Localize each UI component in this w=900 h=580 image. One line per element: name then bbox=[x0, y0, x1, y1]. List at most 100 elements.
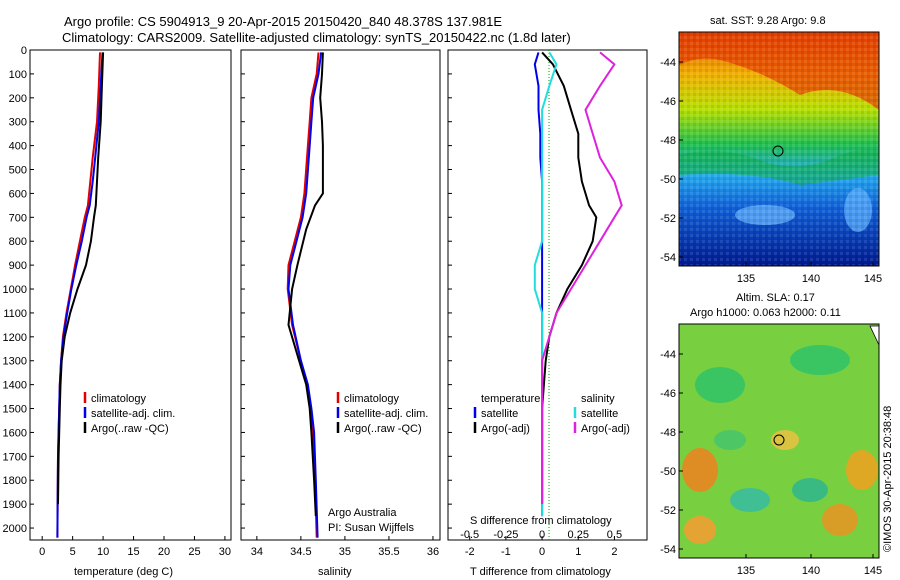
x-tick-label: 0 bbox=[539, 546, 545, 558]
map-lon-tick: 145 bbox=[864, 565, 882, 577]
x-tick-label: 35 bbox=[339, 546, 351, 558]
x-tick-label: 36 bbox=[427, 546, 439, 558]
series-line-argo-raw-qc- bbox=[287, 52, 324, 517]
sst-map-axes: 135 140 145 -44 -46 -48 -50 -52 -54 bbox=[660, 57, 882, 285]
depth-tick-label: 1100 bbox=[3, 308, 27, 320]
tdiff-axis-label: T difference from climatology bbox=[470, 566, 611, 578]
sla-map-axes: 135 140 145 -44 -46 -48 -50 -52 -54 bbox=[660, 349, 882, 577]
header-line1: Argo profile: CS 5904913_9 20-Apr-2015 2… bbox=[64, 14, 503, 29]
map-lat-tick: -50 bbox=[660, 174, 676, 186]
map-lon-tick: 135 bbox=[737, 565, 755, 577]
series-line-argo-raw-qc- bbox=[57, 52, 105, 505]
sst-map-title: sat. SST: 9.28 Argo: 9.8 bbox=[710, 15, 826, 27]
series-line-argo-adj- bbox=[541, 51, 623, 505]
depth-tick-label: 1800 bbox=[3, 475, 27, 487]
depth-tick-label: 300 bbox=[9, 117, 27, 129]
x-tick-label: 1 bbox=[575, 546, 581, 558]
x-tick-label: 20 bbox=[158, 546, 170, 558]
x-tick-label: 25 bbox=[188, 546, 200, 558]
top-tick-label: 0.5 bbox=[607, 529, 622, 541]
map-lon-tick: 140 bbox=[802, 565, 820, 577]
x-tick-label: 35.5 bbox=[378, 546, 399, 558]
depth-tick-label: 1400 bbox=[3, 380, 27, 392]
top-tick-label: 0 bbox=[539, 529, 545, 541]
top-tick-label: -0.25 bbox=[493, 529, 518, 541]
sal-legend-argo: Argo(..raw -QC) bbox=[344, 423, 422, 435]
depth-tick-label: 1600 bbox=[3, 427, 27, 439]
depth-tick-label: 500 bbox=[9, 165, 27, 177]
depth-tick-label: 1500 bbox=[3, 404, 27, 416]
credit: ©IMOS 30-Apr-2015 20:38:48 bbox=[882, 406, 894, 552]
depth-tick-label: 700 bbox=[9, 212, 27, 224]
diff-legend: temperature satellite Argo(-adj) salinit… bbox=[473, 393, 630, 435]
salinity-plot: 34 34.5 35 35.5 36 bbox=[251, 52, 439, 558]
annotation-line2: PI: Susan Wijffels bbox=[328, 522, 414, 534]
diff-legend-temp-sat: satellite bbox=[481, 408, 518, 420]
annotation-line1: Argo Australia bbox=[328, 507, 397, 519]
sla-marker bbox=[773, 434, 785, 446]
depth-tick-label: 400 bbox=[9, 141, 27, 153]
depth-tick-label: 1300 bbox=[3, 356, 27, 368]
depth-tick-label: 1200 bbox=[3, 332, 27, 344]
temp-legend-sat: satellite-adj. clim. bbox=[91, 408, 175, 420]
sal-axis-label: salinity bbox=[318, 566, 352, 578]
map-lat-tick: -52 bbox=[660, 213, 676, 225]
series-line-satellite-adj-clim- bbox=[287, 52, 323, 538]
series-line-satellite bbox=[533, 52, 544, 517]
temperature-plot: 0 5 10 15 20 25 30 bbox=[39, 52, 231, 558]
sla-map bbox=[678, 323, 880, 559]
x-tick-label: 2 bbox=[611, 546, 617, 558]
panel-salinity-frame bbox=[240, 49, 441, 541]
map-lat-tick: -52 bbox=[660, 505, 676, 517]
panel-difference-frame bbox=[447, 49, 648, 541]
temp-legend-clim: climatology bbox=[91, 393, 147, 405]
sal-legend: climatology satellite-adj. clim. Argo(..… bbox=[336, 392, 428, 435]
depth-axis: 0 100 200 300 400 500 600 700 800 900 1000 1100 1200… bbox=[3, 45, 452, 535]
diff-legend-temp-argo: Argo(-adj) bbox=[481, 423, 530, 435]
map-lat-tick: -48 bbox=[660, 427, 676, 439]
top-tick-label: 0.25 bbox=[568, 529, 589, 541]
diff-legend-sal-sat: satellite bbox=[581, 408, 618, 420]
depth-tick-label: 0 bbox=[21, 45, 27, 57]
diff-legend-sal-argo: Argo(-adj) bbox=[581, 423, 630, 435]
header-line2: Climatology: CARS2009. Satellite-adjuste… bbox=[62, 30, 571, 45]
depth-tick-label: 200 bbox=[9, 93, 27, 105]
x-tick-label: 34 bbox=[251, 546, 263, 558]
sla-map-title: Altim. SLA: 0.17 bbox=[736, 292, 815, 304]
diff-legend-sal-title: salinity bbox=[581, 393, 615, 405]
map-lat-tick: -44 bbox=[660, 57, 676, 69]
depth-tick-label: 2000 bbox=[3, 523, 27, 535]
depth-tick-label: 900 bbox=[9, 260, 27, 272]
temp-legend-argo: Argo(..raw -QC) bbox=[91, 423, 169, 435]
map-lat-tick: -50 bbox=[660, 466, 676, 478]
temp-legend: climatology satellite-adj. clim. Argo(..… bbox=[83, 392, 175, 435]
sst-marker bbox=[772, 145, 784, 157]
x-tick-label: 34.5 bbox=[290, 546, 311, 558]
diff-legend-temp-title: temperature bbox=[481, 393, 540, 405]
map-lon-tick: 145 bbox=[864, 273, 882, 285]
map-lat-tick: -44 bbox=[660, 349, 676, 361]
temp-axis-label: temperature (deg C) bbox=[74, 566, 173, 578]
series-line-argo-adj- bbox=[541, 51, 598, 505]
sst-map bbox=[678, 31, 880, 267]
depth-tick-label: 1900 bbox=[3, 499, 27, 511]
depth-tick-label: 800 bbox=[9, 236, 27, 248]
sla-map-subtitle: Argo h1000: 0.063 h2000: 0.11 bbox=[690, 307, 841, 319]
depth-tick-label: 1000 bbox=[3, 284, 27, 296]
x-tick-label: 10 bbox=[97, 546, 109, 558]
depth-tick-label: 1700 bbox=[3, 451, 27, 463]
sal-legend-clim: climatology bbox=[344, 393, 400, 405]
depth-tick-label: 600 bbox=[9, 188, 27, 200]
panel-temperature-frame bbox=[29, 49, 232, 541]
x-tick-label: 30 bbox=[219, 546, 231, 558]
sal-legend-sat: satellite-adj. clim. bbox=[344, 408, 428, 420]
sdiff-axis-label: S difference from climatology bbox=[470, 515, 612, 527]
map-lat-tick: -48 bbox=[660, 135, 676, 147]
series-line-climatology bbox=[56, 52, 101, 538]
x-tick-label: 0 bbox=[39, 546, 45, 558]
map-lat-tick: -54 bbox=[660, 544, 676, 556]
x-tick-label: -2 bbox=[465, 546, 475, 558]
map-lon-tick: 135 bbox=[737, 273, 755, 285]
x-tick-label: -1 bbox=[501, 546, 511, 558]
